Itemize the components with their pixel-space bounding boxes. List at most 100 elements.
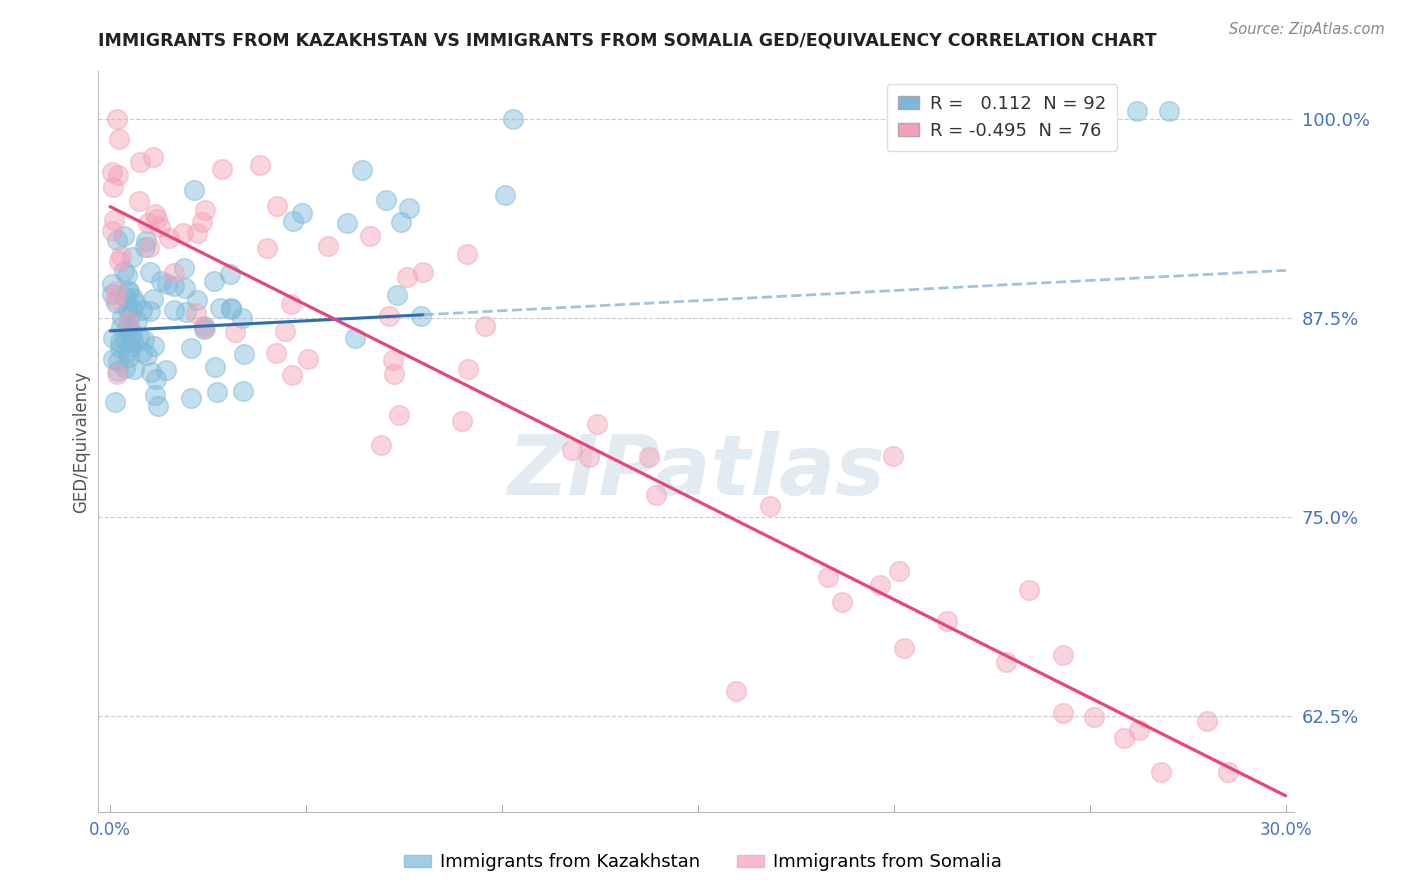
- Legend: R =   0.112  N = 92, R = -0.495  N = 76: R = 0.112 N = 92, R = -0.495 N = 76: [887, 84, 1118, 151]
- Point: [456, 247, 478, 261]
- Point: [125, 313, 148, 327]
- Point: [1159, 104, 1181, 119]
- Point: [219, 302, 242, 317]
- Point: [146, 211, 169, 226]
- Point: [389, 215, 412, 229]
- Point: [105, 112, 128, 127]
- Point: [378, 310, 401, 324]
- Point: [112, 229, 135, 244]
- Point: [211, 162, 233, 177]
- Point: [101, 331, 124, 345]
- Point: [157, 231, 180, 245]
- Point: [759, 499, 782, 513]
- Point: [121, 326, 143, 340]
- Point: [136, 216, 159, 230]
- Point: [190, 215, 212, 229]
- Text: 0.0%: 0.0%: [89, 822, 131, 839]
- Point: [141, 292, 163, 306]
- Point: [180, 341, 202, 355]
- Point: [105, 233, 128, 247]
- Point: [155, 363, 177, 377]
- Point: [121, 250, 143, 264]
- Point: [136, 348, 159, 362]
- Point: [128, 194, 150, 208]
- Point: [179, 391, 201, 405]
- Point: [232, 384, 254, 398]
- Point: [105, 295, 128, 310]
- Point: [502, 112, 524, 127]
- Point: [124, 362, 146, 376]
- Point: [174, 281, 197, 295]
- Point: [398, 201, 420, 215]
- Point: [382, 367, 405, 381]
- Legend: Immigrants from Kazakhstan, Immigrants from Somalia: Immigrants from Kazakhstan, Immigrants f…: [396, 847, 1010, 879]
- Point: [208, 301, 231, 315]
- Point: [266, 199, 288, 213]
- Point: [1114, 731, 1136, 746]
- Point: [156, 277, 179, 292]
- Point: [131, 344, 153, 359]
- Point: [218, 267, 240, 281]
- Point: [114, 264, 136, 278]
- Text: 30.0%: 30.0%: [1260, 822, 1312, 839]
- Point: [173, 261, 195, 276]
- Point: [350, 162, 373, 177]
- Point: [104, 284, 127, 298]
- Point: [336, 216, 359, 230]
- Point: [111, 310, 134, 324]
- Point: [139, 265, 162, 279]
- Point: [118, 319, 141, 334]
- Point: [141, 366, 163, 380]
- Point: [578, 450, 600, 465]
- Point: [412, 265, 434, 279]
- Point: [110, 341, 132, 355]
- Point: [139, 304, 162, 318]
- Point: [183, 183, 205, 197]
- Point: [114, 333, 136, 347]
- Point: [114, 290, 136, 304]
- Point: [107, 254, 129, 268]
- Point: [184, 306, 207, 320]
- Point: [1125, 104, 1147, 119]
- Point: [193, 322, 215, 336]
- Point: [101, 224, 124, 238]
- Point: [193, 319, 215, 334]
- Point: [186, 226, 208, 240]
- Point: [101, 277, 124, 292]
- Point: [134, 240, 156, 254]
- Text: IMMIGRANTS FROM KAZAKHSTAN VS IMMIGRANTS FROM SOMALIA GED/EQUIVALENCY CORRELATIO: IMMIGRANTS FROM KAZAKHSTAN VS IMMIGRANTS…: [98, 31, 1157, 49]
- Point: [264, 345, 287, 359]
- Point: [163, 278, 186, 293]
- Point: [174, 304, 197, 318]
- Point: [117, 268, 139, 283]
- Point: [1216, 764, 1239, 779]
- Point: [110, 249, 132, 263]
- Point: [411, 310, 433, 324]
- Point: [162, 266, 184, 280]
- Point: [143, 207, 166, 221]
- Point: [194, 320, 217, 334]
- Point: [1128, 723, 1150, 737]
- Point: [494, 188, 516, 202]
- Point: [817, 570, 839, 584]
- Point: [887, 564, 910, 578]
- Point: [893, 641, 915, 656]
- Point: [882, 450, 904, 464]
- Point: [385, 287, 408, 301]
- Point: [101, 179, 124, 194]
- Point: [219, 301, 242, 316]
- Point: [108, 334, 131, 349]
- Point: [101, 351, 124, 366]
- Point: [202, 274, 225, 288]
- Point: [291, 205, 314, 219]
- Point: [194, 202, 217, 217]
- Point: [105, 368, 128, 382]
- Point: [936, 614, 959, 628]
- Point: [395, 269, 418, 284]
- Point: [451, 414, 474, 428]
- Point: [115, 344, 138, 359]
- Point: [146, 399, 169, 413]
- Point: [995, 655, 1018, 669]
- Point: [281, 214, 304, 228]
- Point: [103, 213, 125, 227]
